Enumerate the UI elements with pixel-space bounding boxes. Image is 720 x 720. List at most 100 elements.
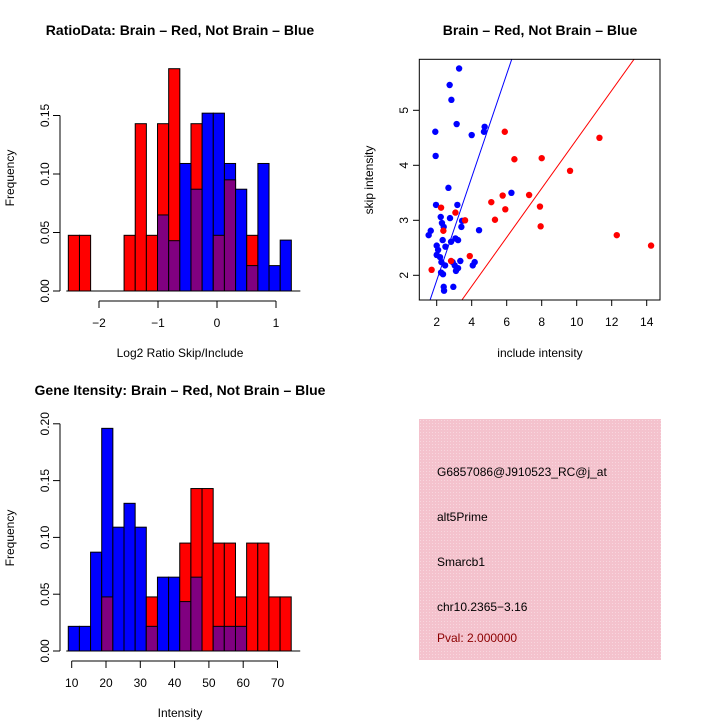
bar-overlap [190, 576, 203, 652]
bar-not-brain [268, 265, 281, 292]
intensity-histogram-title: Gene Itensity: Brain – Red, Not Brain – … [35, 382, 326, 398]
point-brain [502, 206, 509, 213]
bar-not-brain [279, 239, 292, 292]
bar-not-brain [156, 576, 170, 652]
point-not-brain [475, 227, 483, 234]
point-not-brain [440, 287, 448, 294]
x-tick-label: 8 [538, 315, 545, 329]
point-not-brain [432, 128, 439, 135]
point-not-brain [445, 184, 452, 192]
bar-overlap [223, 179, 237, 292]
ratio-histogram-bars [67, 68, 292, 292]
bar-not-brain [90, 551, 103, 652]
point-not-brain [436, 253, 444, 261]
gene-name: Smarcb1 [437, 555, 485, 569]
point-brain [501, 128, 508, 135]
point-brain [596, 134, 603, 141]
point-not-brain [450, 283, 457, 291]
point-brain [437, 204, 445, 211]
probe-id: G6857086@J910523_RC@j_at [437, 465, 607, 479]
bar-not-brain [179, 162, 192, 292]
point-brain [566, 167, 574, 174]
bar-not-brain [67, 625, 80, 652]
point-brain [461, 217, 469, 224]
bar-brain [67, 234, 80, 292]
bar-not-brain [78, 625, 92, 652]
x-tick-label: 2 [433, 315, 440, 329]
x-tick-label: 4 [468, 315, 475, 329]
bar-not-brain [123, 502, 136, 652]
y-tick-label: 3 [397, 217, 411, 224]
x-tick-label: 70 [271, 676, 285, 690]
y-tick-label: 5 [397, 107, 411, 114]
point-brain [647, 242, 655, 249]
bar-not-brain [112, 526, 125, 652]
point-not-brain [425, 231, 432, 239]
point-not-brain [454, 236, 462, 244]
bar-not-brain [257, 162, 270, 292]
p-value: Pval: 2.000000 [437, 631, 517, 645]
bar-brain [257, 542, 270, 652]
y-tick-label: 0.00 [38, 639, 52, 663]
bar-not-brain [235, 188, 248, 292]
scatter-points [425, 65, 655, 294]
bar-overlap [168, 240, 181, 292]
event-type: alt5Prime [437, 510, 488, 524]
point-brain [499, 192, 506, 199]
point-not-brain [442, 243, 449, 250]
x-tick-label: 20 [99, 676, 113, 690]
bar-overlap [145, 625, 158, 652]
point-not-brain [439, 271, 447, 278]
info-panel-background [419, 419, 661, 660]
bar-overlap [157, 214, 170, 292]
point-brain [536, 203, 544, 210]
scatter-axes: 2 4 6 8 10 12 14 2 3 4 5 [397, 107, 654, 329]
point-not-brain [432, 201, 440, 209]
bar-overlap [101, 596, 114, 652]
point-brain [538, 154, 545, 162]
bar-overlap [234, 625, 248, 652]
point-not-brain [458, 223, 465, 231]
x-tick-label: 60 [237, 676, 251, 690]
x-tick-label: 0 [214, 316, 221, 330]
intensity-histogram-axes: 0.00 0.05 0.10 0.15 0.20 10 20 30 40 50 60 70 [38, 412, 301, 690]
info-panel: G6857086@J910523_RC@j_at alt5Prime Smarc… [419, 419, 661, 660]
bar-brain [145, 234, 159, 292]
intensity-histogram-ylabel: Frequency [3, 510, 17, 567]
point-brain [440, 227, 447, 234]
point-brain [525, 191, 533, 199]
y-tick-label: 0.05 [38, 582, 52, 606]
point-not-brain [453, 120, 460, 128]
x-tick-label: 12 [605, 315, 619, 329]
bar-brain [134, 123, 147, 292]
point-brain [537, 223, 544, 230]
ratio-histogram-axes: 0.00 0.05 0.10 0.15 −2 −1 0 1 [38, 103, 301, 330]
x-tick-label: 30 [134, 676, 148, 690]
ratio-histogram-ylabel: Frequency [3, 150, 17, 207]
y-tick-label: 0.10 [38, 162, 52, 186]
bar-overlap [212, 234, 225, 292]
scatter-title: Brain – Red, Not Brain – Blue [443, 22, 638, 38]
point-brain [491, 216, 499, 223]
x-tick-label: 14 [640, 315, 654, 329]
point-not-brain [434, 246, 442, 254]
point-not-brain [446, 214, 454, 222]
x-tick-label: 10 [65, 676, 79, 690]
point-not-brain [432, 152, 439, 160]
point-brain [488, 198, 495, 206]
x-tick-label: 40 [168, 676, 182, 690]
ratio-histogram-title: RatioData: Brain – Red, Not Brain – Blue [46, 22, 315, 38]
bar-overlap [223, 625, 236, 652]
bar-brain [78, 234, 92, 292]
point-not-brain [457, 257, 464, 265]
bar-brain [123, 234, 136, 292]
ratio-histogram: RatioData: Brain – Red, Not Brain – Blue… [3, 22, 314, 360]
point-brain [428, 266, 435, 273]
y-tick-label: 0.00 [38, 279, 52, 303]
point-not-brain [480, 128, 488, 135]
intensity-histogram-xlabel: Intensity [158, 706, 203, 720]
y-tick-label: 0.15 [38, 103, 52, 127]
bar-overlap [212, 625, 225, 652]
